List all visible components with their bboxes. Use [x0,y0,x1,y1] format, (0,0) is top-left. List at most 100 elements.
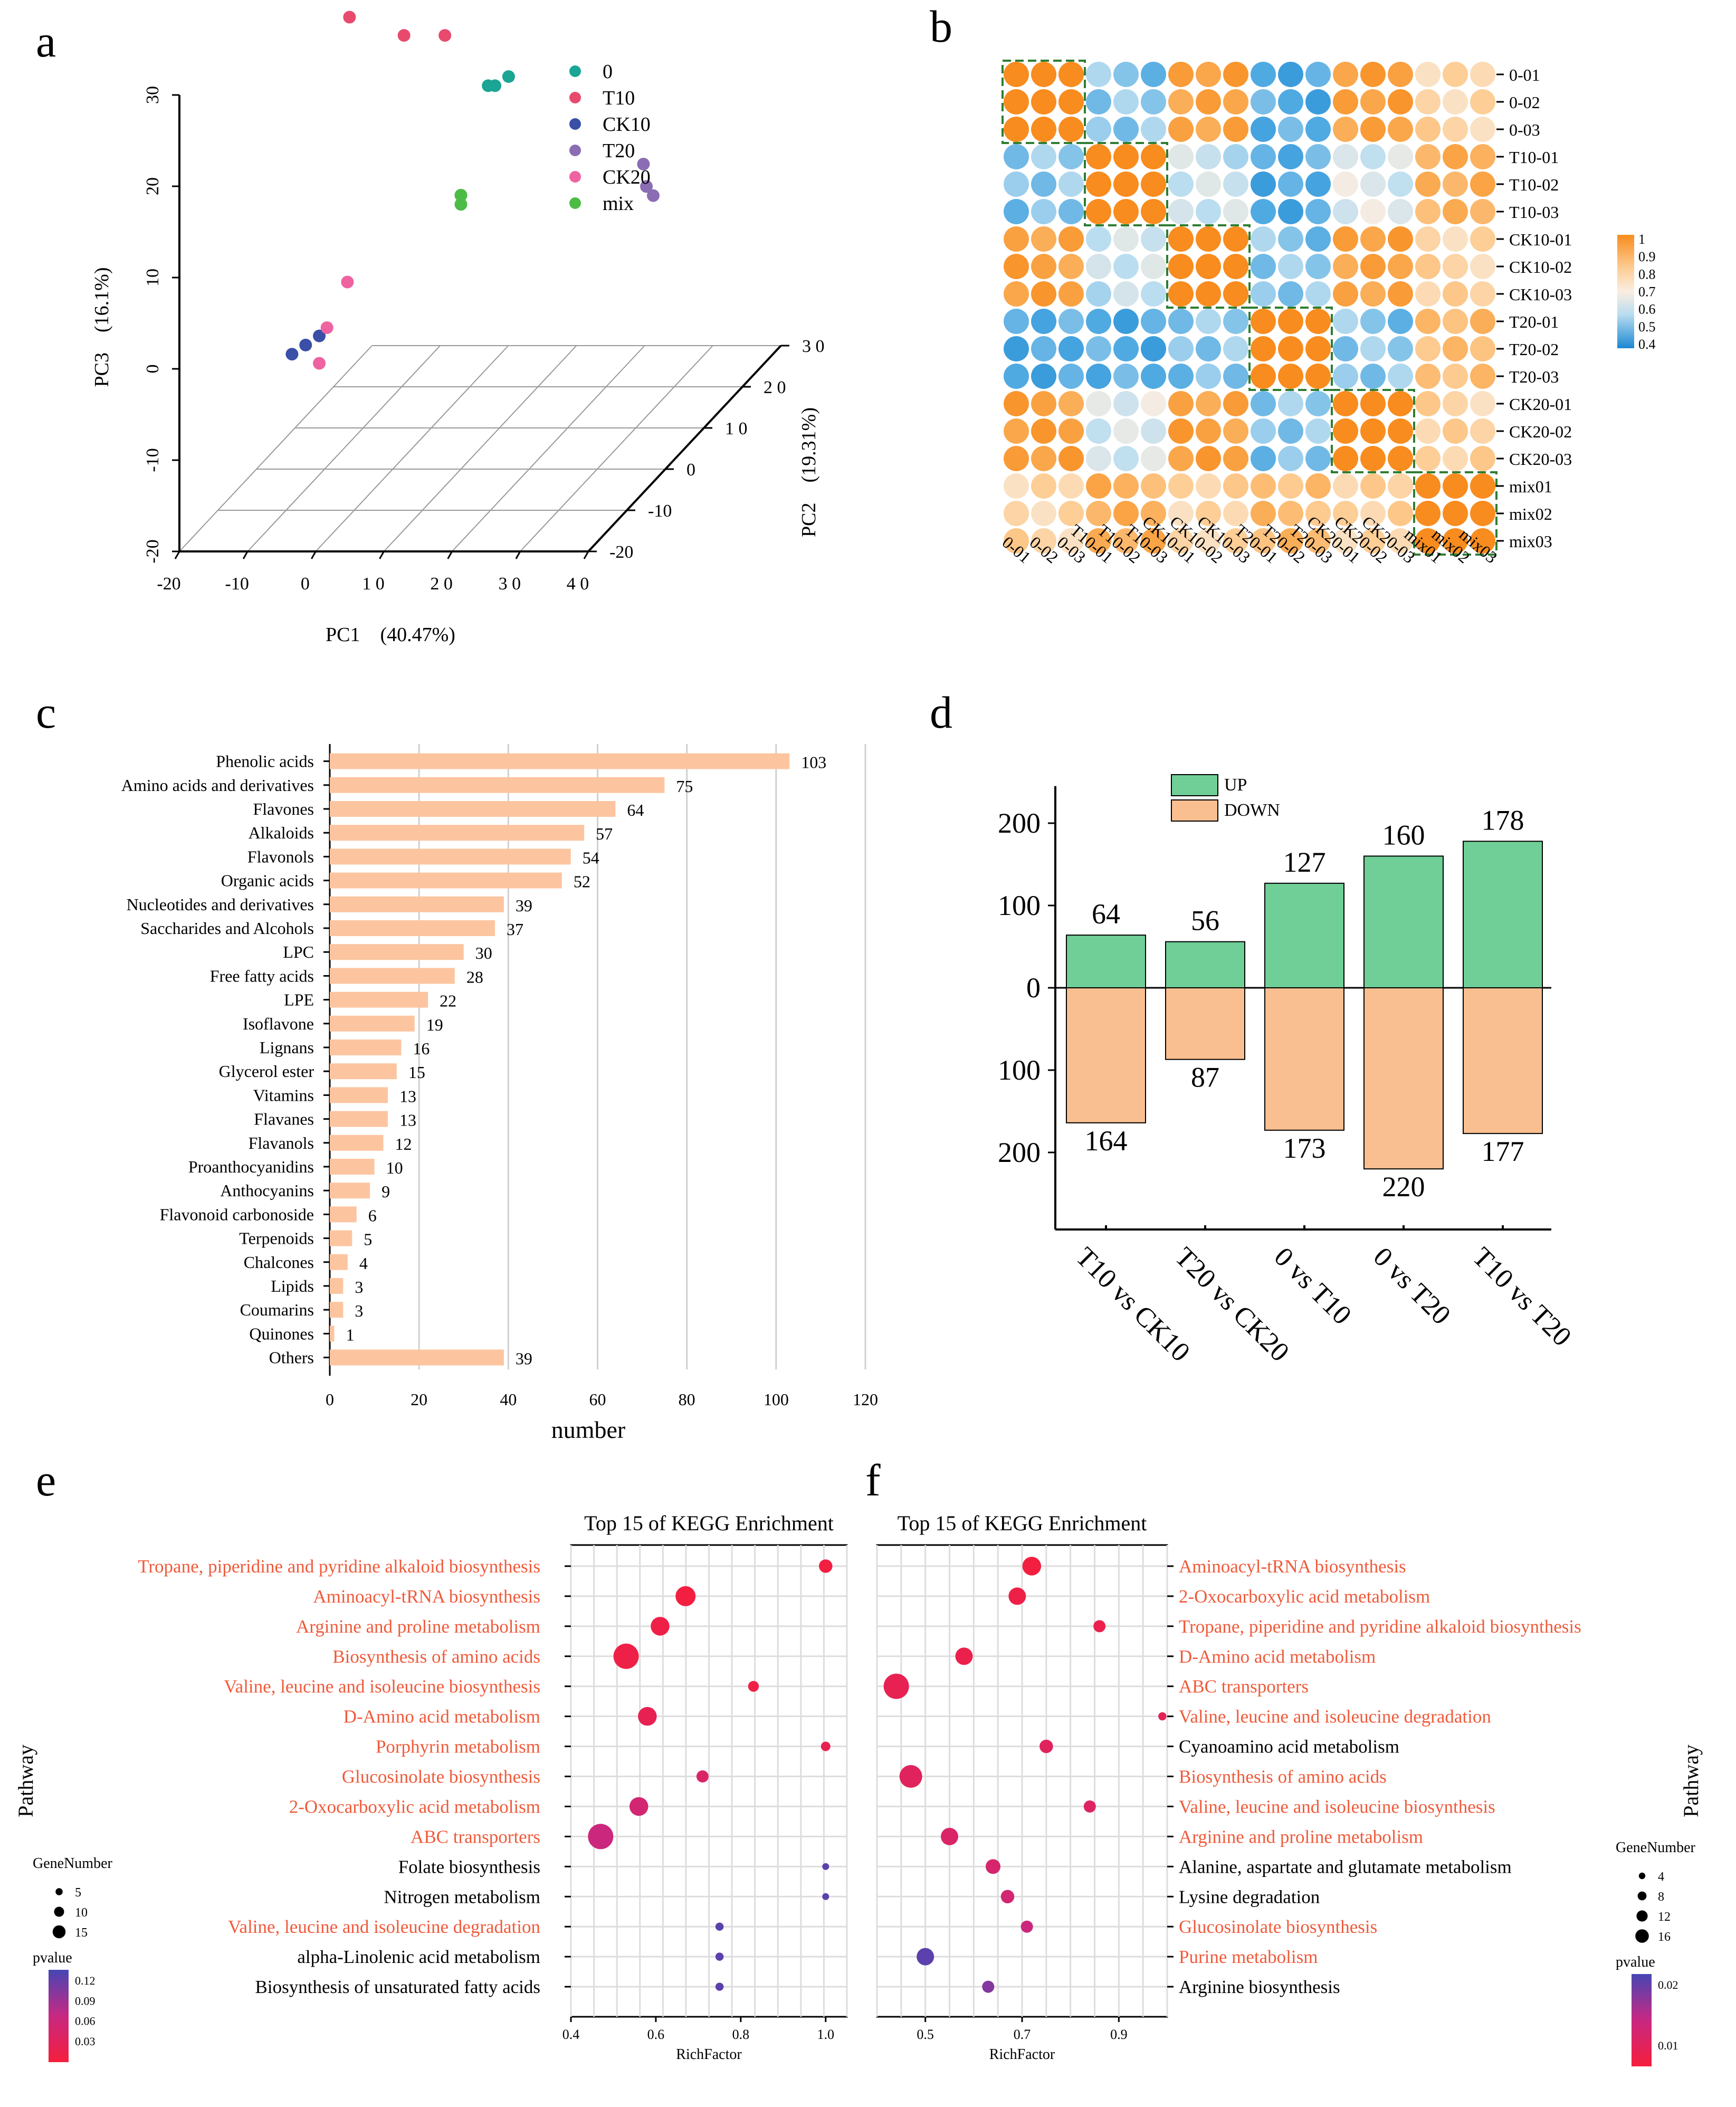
y-tick-label: 1 0 [725,419,748,438]
legend-marker-mix [569,197,581,209]
down-bar [1165,987,1245,1060]
heatmap-cell [1333,226,1358,252]
heatmap-cell [1113,281,1139,307]
kegg-enrichment-bubble-chart-f: Aminoacyl-tRNA biosynthesis 2-Oxocarboxyl… [876,1511,1703,2066]
pathway-label: ABC transporters [411,1826,540,1847]
heatmap-cell [1415,171,1441,197]
y-tick-label: 100 [998,1054,1041,1086]
heatmap-cell [1086,364,1111,389]
heatmap-cell [1223,473,1248,499]
heatmap-cell [1223,364,1248,389]
heatmap-cell [1196,391,1221,416]
colorbar [1617,235,1634,348]
up-bar [1165,941,1245,989]
heatmap-cell [1058,254,1084,279]
pca-point-ck10 [313,329,326,342]
heatmap-cell [1333,62,1358,87]
row-label: T20-02 [1509,340,1559,359]
heatmap-cell [1086,171,1111,197]
heatmap-cell [1196,501,1221,526]
heatmap-cell [1168,418,1194,444]
heatmap-cell [1113,446,1139,471]
y-tick-label: 200 [998,1137,1041,1168]
heatmap-cell [1470,89,1495,115]
heatmap-cell [1278,473,1303,499]
heatmap-cell [1443,446,1468,471]
enrichment-bubble [696,1770,709,1783]
heatmap-cell [1031,528,1056,554]
heatmap-cell [1223,62,1248,87]
heatmap-cell [1415,309,1441,334]
heatmap-cell [1470,446,1495,471]
bar [330,920,495,936]
bar-value-label: 39 [516,896,532,915]
heatmap-cell [1031,418,1056,444]
heatmap-cell [1168,62,1194,87]
heatmap-cell [1058,144,1084,169]
pca-point-ck10 [299,338,312,351]
heatmap-cell [1388,528,1413,554]
bar-value-label: 54 [583,848,599,867]
pathway-label: Valine, leucine and isoleucine degradati… [228,1917,540,1937]
heatmap-cell [1305,89,1331,115]
heatmap-cell [1251,446,1276,471]
heatmap-cell [1004,89,1029,115]
heatmap-cell [1223,199,1248,224]
z-tick-label: -20 [143,539,163,563]
heatmap-cell [1360,281,1386,307]
bar [330,1230,352,1246]
heatmap-cell [1058,226,1084,252]
colorbar-tick-label: 0.4 [1638,337,1656,352]
heatmap-cell [1141,226,1166,252]
heatmap-cell [1333,391,1358,416]
pathway-label: 2-Oxocarboxylic acid metabolism [289,1796,540,1817]
size-legend-marker [1636,1910,1648,1922]
size-legend-marker [1637,1891,1647,1901]
heatmap-cell [1305,391,1331,416]
category-label: LPC [283,942,314,961]
heatmap-cell [1113,199,1139,224]
heatmap-cell [1443,117,1468,142]
bar-value-label: 15 [408,1063,425,1082]
up-value-label: 160 [1382,819,1425,851]
heatmap-cell [1196,226,1221,252]
bar [330,753,790,769]
x-tick-label: 60 [589,1390,606,1409]
pca-point-mix [454,189,468,202]
size-legend-label: 16 [1658,1930,1671,1944]
heatmap-cell [1004,528,1029,554]
category-label: Lignans [260,1038,314,1057]
bar [330,1278,344,1294]
heatmap-cell [1360,473,1386,499]
heatmap-cell [1333,171,1358,197]
heatmap-cell [1360,254,1386,279]
enrichment-bubble [1008,1587,1026,1605]
legend-label-t10: T10 [603,87,635,109]
heatmap-cell [1333,254,1358,279]
pathway-label: Arginine biosynthesis [1179,1977,1340,1997]
group-box [1166,224,1251,309]
bar [330,1254,348,1270]
group-box [1248,307,1333,391]
pca-point-t10 [343,11,356,24]
y-tick-label: -20 [609,542,633,562]
chart-title: Top 15 of KEGG Enrichment [584,1511,834,1535]
enrichment-bubble [822,1863,829,1870]
bar-value-label: 13 [399,1086,416,1105]
heatmap-cell [1415,528,1441,554]
heatmap-cell [1278,528,1303,554]
floor-grid-x [451,345,645,552]
heatmap-cell [1251,281,1276,307]
heatmap-cell [1305,418,1331,444]
row-label: mix01 [1509,477,1552,496]
down-value-label: 173 [1283,1132,1326,1164]
heatmap-cell [1251,144,1276,169]
enrichment-bubble [822,1893,829,1900]
bar [330,801,616,817]
row-label: mix03 [1509,532,1552,551]
heatmap-cell [1004,281,1029,307]
y-tick-label: 0 [1026,972,1041,1004]
heatmap-cell [1031,391,1056,416]
panel-label-a: a [36,16,56,66]
bar-value-label: 37 [507,920,523,939]
